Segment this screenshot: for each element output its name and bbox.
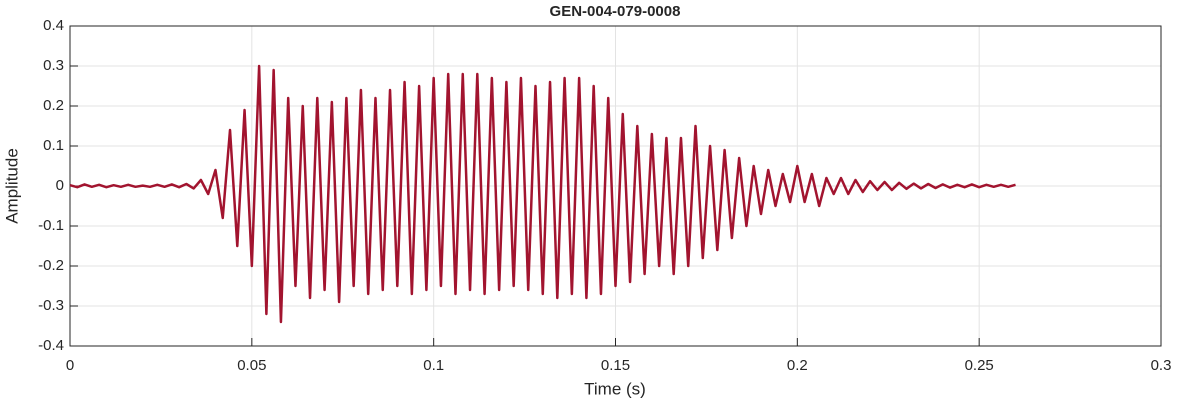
y-tick-label: 0.2 <box>43 97 64 114</box>
x-tick-label: 0.15 <box>601 357 630 374</box>
x-tick-label: 0.3 <box>1151 357 1172 374</box>
y-tick-label: -0.2 <box>38 257 64 274</box>
y-tick-label: -0.1 <box>38 217 64 234</box>
y-tick-label: -0.3 <box>38 297 64 314</box>
x-tick-label: 0.1 <box>423 357 444 374</box>
x-tick-label: 0.05 <box>237 357 266 374</box>
y-tick-label: 0.1 <box>43 137 64 154</box>
x-tick-label: 0.25 <box>965 357 994 374</box>
y-axis-label: Amplitude <box>2 148 21 224</box>
y-tick-label: -0.4 <box>38 337 64 354</box>
y-tick-label: 0 <box>56 177 64 194</box>
x-axis-label: Time (s) <box>584 379 646 398</box>
chart-title: GEN-004-079-0008 <box>550 3 681 20</box>
waveform-line <box>69 64 1016 324</box>
x-tick-label: 0.2 <box>787 357 808 374</box>
x-tick-label: 0 <box>66 357 74 374</box>
y-tick-label: 0.3 <box>43 57 64 74</box>
y-tick-label: 0.4 <box>43 17 64 34</box>
